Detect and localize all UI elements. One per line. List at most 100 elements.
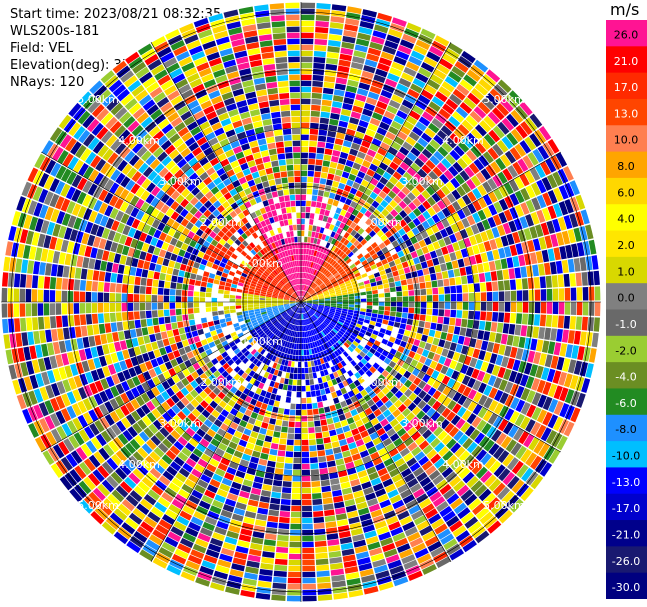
ppi-gate <box>320 202 327 210</box>
ppi-gate <box>375 442 385 451</box>
ppi-gate <box>301 104 311 111</box>
ppi-gate <box>69 468 82 483</box>
ppi-gate <box>34 218 44 233</box>
ppi-gate <box>467 377 476 388</box>
ppi-gate <box>482 181 493 194</box>
ppi-gate <box>274 313 281 317</box>
ppi-gate <box>330 231 336 238</box>
ppi-gate <box>277 298 284 301</box>
ppi-gate <box>223 452 233 461</box>
ppi-gate <box>326 284 333 289</box>
ppi-gate <box>55 395 66 410</box>
ppi-gate <box>273 291 279 295</box>
ppi-gate <box>449 342 457 352</box>
ppi-gate <box>88 409 99 422</box>
ppi-gate <box>259 355 266 362</box>
ppi-gate <box>405 136 417 147</box>
ppi-gate <box>237 369 245 377</box>
ppi-gate <box>454 174 465 185</box>
ppi-gate <box>310 249 315 256</box>
ppi-gate <box>176 315 183 322</box>
ppi-gate <box>516 483 530 498</box>
ppi-gate <box>21 181 32 197</box>
ppi-gate <box>340 400 348 408</box>
ppi-gate <box>510 128 523 143</box>
ppi-gate <box>91 292 98 302</box>
ppi-gate <box>299 307 301 314</box>
ppi-gate <box>279 516 290 524</box>
ppi-gate <box>390 306 397 312</box>
ppi-gate <box>412 105 424 116</box>
ppi-gate <box>301 50 313 57</box>
ppi-gate <box>399 394 408 403</box>
ppi-gate <box>219 553 233 563</box>
ppi-gate <box>100 378 110 390</box>
ppi-gate <box>290 324 294 330</box>
ppi-gate <box>356 88 369 97</box>
ppi-gate <box>143 516 158 528</box>
ppi-gate <box>287 583 301 590</box>
ppi-gate <box>105 517 120 531</box>
ppi-gate <box>141 269 149 278</box>
ppi-gate <box>527 313 535 326</box>
ppi-gate <box>302 313 304 320</box>
ppi-gate <box>446 493 460 505</box>
ppi-gate <box>251 331 258 337</box>
ppi-gate <box>260 452 269 460</box>
ppi-gate <box>539 276 546 289</box>
ppi-gate <box>327 198 334 205</box>
ppi-gate <box>382 409 392 418</box>
ppi-gate <box>350 61 364 70</box>
ppi-gate <box>301 475 311 482</box>
ppi-gate <box>333 326 340 332</box>
ppi-gate <box>241 372 249 380</box>
ppi-gate <box>325 412 332 419</box>
ppi-gate <box>545 158 557 173</box>
ppi-gate <box>441 196 451 207</box>
ppi-gate <box>237 282 244 287</box>
ppi-gate <box>316 340 321 347</box>
ppi-gate <box>341 262 347 268</box>
ppi-gate <box>13 273 21 288</box>
ppi-gate <box>352 137 363 145</box>
ppi-gate <box>133 485 147 498</box>
ppi-gate <box>407 337 415 345</box>
ppi-gate <box>49 178 60 193</box>
ppi-gate <box>510 290 517 301</box>
ppi-gate <box>478 320 486 331</box>
ppi-gate <box>489 332 496 343</box>
ppi-gate <box>254 262 261 269</box>
ppi-gate <box>421 148 433 159</box>
ppi-gate <box>518 431 530 445</box>
ppi-gate <box>476 370 486 382</box>
ppi-gate <box>299 325 301 332</box>
ppi-gate <box>443 317 450 325</box>
ppi-gate <box>310 323 315 329</box>
ppi-gate <box>226 390 234 399</box>
ppi-gate <box>390 265 398 272</box>
ppi-gate <box>177 436 188 447</box>
ppi-gate <box>194 219 203 228</box>
ppi-gate <box>159 324 167 332</box>
ppi-gate <box>497 366 506 379</box>
ppi-gate <box>357 32 371 41</box>
ppi-gate <box>71 174 83 188</box>
ppi-gate <box>334 421 342 429</box>
ppi-gate <box>430 411 441 422</box>
ppi-gate <box>301 158 308 165</box>
ppi-gate <box>398 367 407 376</box>
ppi-gate <box>248 272 255 278</box>
ppi-gate <box>181 377 190 387</box>
ppi-gate <box>352 340 359 347</box>
ppi-gate <box>215 405 224 414</box>
ppi-gate <box>526 390 536 404</box>
ppi-gate <box>380 395 389 404</box>
ppi-gate <box>56 264 64 277</box>
ppi-gate <box>274 425 282 432</box>
ppi-gate <box>147 511 161 523</box>
ppi-gate <box>329 28 343 36</box>
ppi-gate <box>228 524 241 534</box>
ppi-gate <box>246 263 253 270</box>
ppi-gate <box>346 269 353 275</box>
ppi-gate <box>431 192 441 203</box>
